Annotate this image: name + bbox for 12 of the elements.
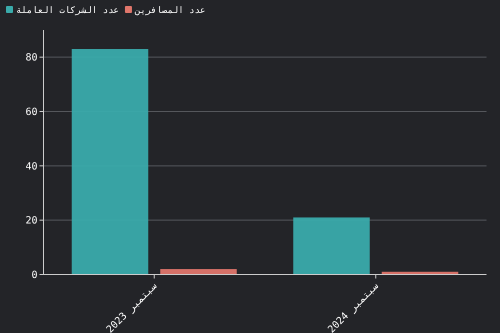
y-tick-label: 60 [25,107,38,118]
bar [72,49,148,274]
legend-label: عدد الشركات العاملة [16,6,119,16]
y-tick-label: 20 [25,216,38,227]
bar [293,217,370,274]
x-tick-label: سبتمبر 2023 [104,280,160,333]
legend-label: عدد المصافرين [134,6,206,16]
x-tick-label: سبتمبر 2024 [326,280,381,333]
y-tick-label: 0 [31,270,38,281]
y-tick-label: 80 [25,52,38,64]
y-tick-label: 40 [25,161,38,172]
bar [160,269,237,274]
